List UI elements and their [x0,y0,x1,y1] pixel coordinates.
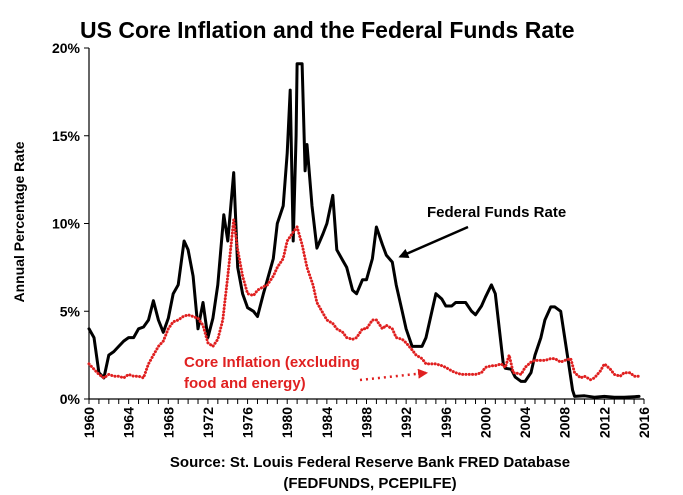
x-tick-label: 2004 [517,407,533,438]
y-tick-label: 0% [60,391,81,407]
x-tick-label: 2008 [557,407,573,438]
x-tick-label: 1968 [160,407,176,438]
x-tick-label: 1992 [398,407,414,438]
x-tick-label: 1984 [319,407,335,438]
series-line-federal-funds-rate [87,62,641,399]
y-tick-label: 20% [52,40,81,56]
annotation-federal-funds-arrow [398,225,469,258]
x-tick-label: 1976 [240,407,256,438]
x-tick-label: 1972 [200,407,216,438]
x-tick-label: 2000 [477,407,493,438]
annotation-core-inflation-arrow [359,368,429,382]
x-tick-label: 2016 [636,407,652,438]
series-line-core-inflation [87,218,641,382]
y-tick-label: 15% [52,128,81,144]
y-tick-label: 5% [60,303,81,319]
x-tick-label: 1996 [438,407,454,438]
y-axis-label: Annual Percentage Rate [11,141,27,302]
y-tick-label: 10% [52,216,81,232]
source-line-1: Source: St. Louis Federal Reserve Bank F… [170,454,570,471]
annotation-core-inflation-label-line1: Core Inflation (excluding [184,354,360,371]
annotation-layer: Federal Funds Rate Core Inflation (exclud… [184,204,566,392]
series-layer [87,62,641,399]
x-tick-label: 2012 [596,407,612,438]
x-tick-label: 1988 [359,407,375,438]
x-tick-label: 1960 [81,407,97,438]
axes: 0% 5% 10% 15% 20% 1960 1964 1968 1972 1976 1980 198… [52,40,652,438]
x-tick-label: 1980 [279,407,295,438]
source-line-2: (FEDFUNDS, PCEPILFE) [283,475,456,492]
x-tick-label: 1964 [121,407,137,438]
chart-title: US Core Inflation and the Federal Funds … [80,17,575,43]
annotation-federal-funds-label: Federal Funds Rate [427,204,566,221]
annotation-core-inflation-label-line2: food and energy) [184,375,306,392]
